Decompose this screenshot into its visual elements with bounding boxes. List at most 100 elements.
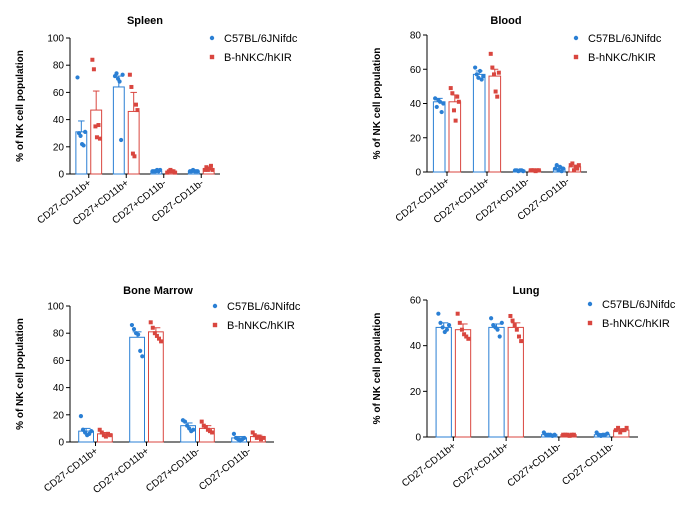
chart-panel-3: Lung 0 20 40 60 % of NK cell population CD27-C… [372,285,676,491]
y-tick-label: 100 [47,34,64,45]
chart-title: Spleen [127,15,163,27]
data-point-0 [433,96,438,101]
data-point-0 [497,334,502,339]
data-point-1 [490,65,495,70]
data-point-0 [138,348,143,353]
legend-label: C57BL/6JNifdc [602,299,676,311]
data-point-1 [569,432,574,437]
data-point-1 [208,429,213,434]
data-point-1 [491,72,496,77]
data-point-0 [231,431,237,436]
data-point-0 [474,72,479,77]
data-point-0 [552,432,557,437]
data-point-1 [91,67,96,72]
data-point-1 [250,430,255,435]
data-point-1 [620,428,625,433]
data-point-1 [159,339,164,344]
legend-marker-0 [587,301,593,307]
data-point-1 [154,333,159,338]
data-point-0 [136,332,141,337]
data-point-1 [210,167,215,172]
data-point-1 [256,434,261,439]
data-point-1 [201,423,206,428]
data-point-1 [514,327,519,332]
data-point-0 [495,327,500,332]
data-point-0 [140,354,145,359]
data-point-0 [561,166,566,171]
data-point-1 [148,320,153,325]
data-point-0 [605,431,610,436]
y-tick-label: 60 [410,296,422,307]
data-point-0 [556,168,561,173]
data-point-0 [439,109,444,115]
y-tick-label: 40 [410,99,422,110]
data-point-0 [473,65,478,70]
data-point-1 [451,108,456,113]
data-point-1 [199,419,204,424]
data-point-1 [512,323,517,328]
data-point-1 [127,72,132,77]
data-point-0 [182,419,188,424]
chart-title: Lung [513,285,540,297]
data-point-0 [438,320,443,325]
data-point-1 [205,427,210,432]
legend-label: C57BL/6JNifdc [227,301,301,313]
data-point-1 [456,99,461,104]
data-point-1 [516,334,521,339]
data-point-1 [207,166,212,171]
data-point-1 [203,425,208,430]
data-point-0 [446,323,452,328]
data-point-1 [129,84,134,89]
legend-marker-1 [587,320,593,326]
data-point-0 [441,101,446,106]
data-point-0 [78,414,84,419]
data-point-0 [479,77,484,82]
bar-0 [112,86,125,175]
data-point-1 [150,325,155,330]
y-axis-title: % of NK cell population [372,313,383,425]
data-point-1 [259,437,264,442]
data-point-1 [462,332,467,337]
y-tick-label: 60 [53,88,65,99]
data-point-1 [563,432,568,437]
data-point-1 [510,318,515,323]
data-point-0 [118,137,124,143]
data-point-1 [571,168,576,173]
y-tick-label: 100 [47,302,64,313]
legend-label: B-hNKC/hKIR [227,320,295,332]
data-point-1 [457,320,462,325]
data-point-1 [576,163,581,168]
data-point-0 [158,167,163,173]
legend-label: C57BL/6JNifdc [224,33,298,45]
data-point-1 [133,102,138,107]
chart-panel-2: Bone Marrow 0 20 40 60 80 100 % of NK cell popu… [15,285,301,496]
bar-1 [507,326,524,438]
data-point-0 [521,169,526,174]
data-point-1 [210,430,215,435]
legend-marker-0 [209,35,215,41]
y-tick-label: 20 [53,142,65,153]
data-point-1 [93,124,98,129]
data-point-0 [440,325,445,330]
data-point-1 [261,435,266,440]
data-point-1 [567,433,572,438]
data-point-1 [493,89,498,94]
data-point-0 [89,429,94,434]
data-point-0 [120,72,125,77]
data-point-1 [208,163,213,168]
y-tick-label: 0 [58,438,64,449]
bar-0 [488,326,505,438]
data-point-1 [455,311,460,316]
y-axis-title: % of NK cell population [15,50,26,162]
data-point-1 [455,94,460,99]
y-tick-label: 20 [53,410,65,421]
data-point-0 [499,320,504,325]
data-point-1 [613,428,618,433]
data-point-0 [78,133,83,139]
data-point-1 [453,118,458,123]
legend-label: B-hNKC/hKIR [224,52,292,64]
data-point-1 [106,431,111,436]
data-point-1 [96,123,101,128]
data-point-1 [571,432,576,437]
